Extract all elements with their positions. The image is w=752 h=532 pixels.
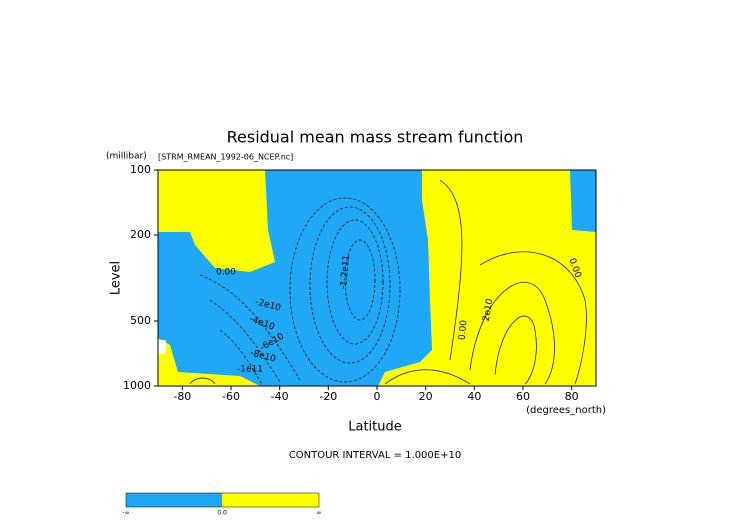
contour-label: -1e11: [237, 365, 263, 375]
x-tick-label: 60: [516, 390, 530, 403]
missing-area: [158, 340, 166, 354]
contour-line: [289, 197, 401, 383]
contour-label: 2e10: [482, 298, 496, 322]
contour-line: [326, 219, 384, 345]
x-unit: (degrees_north): [526, 405, 606, 416]
x-tick-label: -80: [173, 390, 191, 403]
positive-region: [158, 170, 275, 272]
y-unit: (millibar): [106, 152, 147, 162]
x-tick-label: 20: [419, 390, 433, 403]
positive-regions: [158, 170, 596, 386]
contour-line: [469, 282, 555, 385]
positive-region: [158, 338, 260, 386]
contour-line: [189, 377, 216, 385]
y-tick-label: 500: [130, 314, 151, 327]
chart-title: Residual mean mass stream function: [227, 128, 524, 147]
y-axis-label: Level: [109, 261, 124, 295]
y-tick-label: 200: [130, 228, 151, 241]
contour-label: -1.2e11: [339, 254, 352, 289]
contour-line: [439, 179, 463, 361]
x-tick-label: -20: [319, 390, 337, 403]
colorbar-positive: [222, 493, 319, 507]
contour-line: [199, 274, 301, 381]
y-tick-label: 100: [130, 163, 151, 176]
y-tick-label: 1000: [123, 379, 151, 392]
contour-line: [209, 299, 281, 383]
contour-line: [219, 329, 263, 385]
colorbar-label: 0.0: [217, 510, 227, 517]
positive-region: [378, 170, 596, 386]
x-tick-label: 0: [374, 390, 381, 403]
x-axis-label: Latitude: [348, 420, 402, 435]
contour-label: 0.00: [458, 319, 470, 340]
contours: [189, 179, 587, 385]
contour-line: [494, 315, 537, 385]
colorbar-label: -∞: [122, 510, 129, 517]
contour-line: [384, 369, 471, 385]
x-tick-label: -40: [271, 390, 289, 403]
contour-label: 0.00: [216, 268, 236, 278]
x-tick-label: 80: [565, 390, 579, 403]
contour-line: [479, 251, 587, 385]
contour-line: [344, 239, 376, 321]
colorbar-negative: [126, 493, 222, 507]
colorbar-frame: [125, 492, 320, 508]
x-tick-label: -60: [222, 390, 240, 403]
subtitle: [STRM_RMEAN_1992-06_NCEP.nc]: [158, 153, 293, 162]
x-tick-label: 40: [467, 390, 481, 403]
colorbar-label: ∞: [317, 510, 322, 517]
footer: CONTOUR INTERVAL = 1.000E+10: [289, 450, 461, 461]
contour-line: [309, 206, 391, 364]
